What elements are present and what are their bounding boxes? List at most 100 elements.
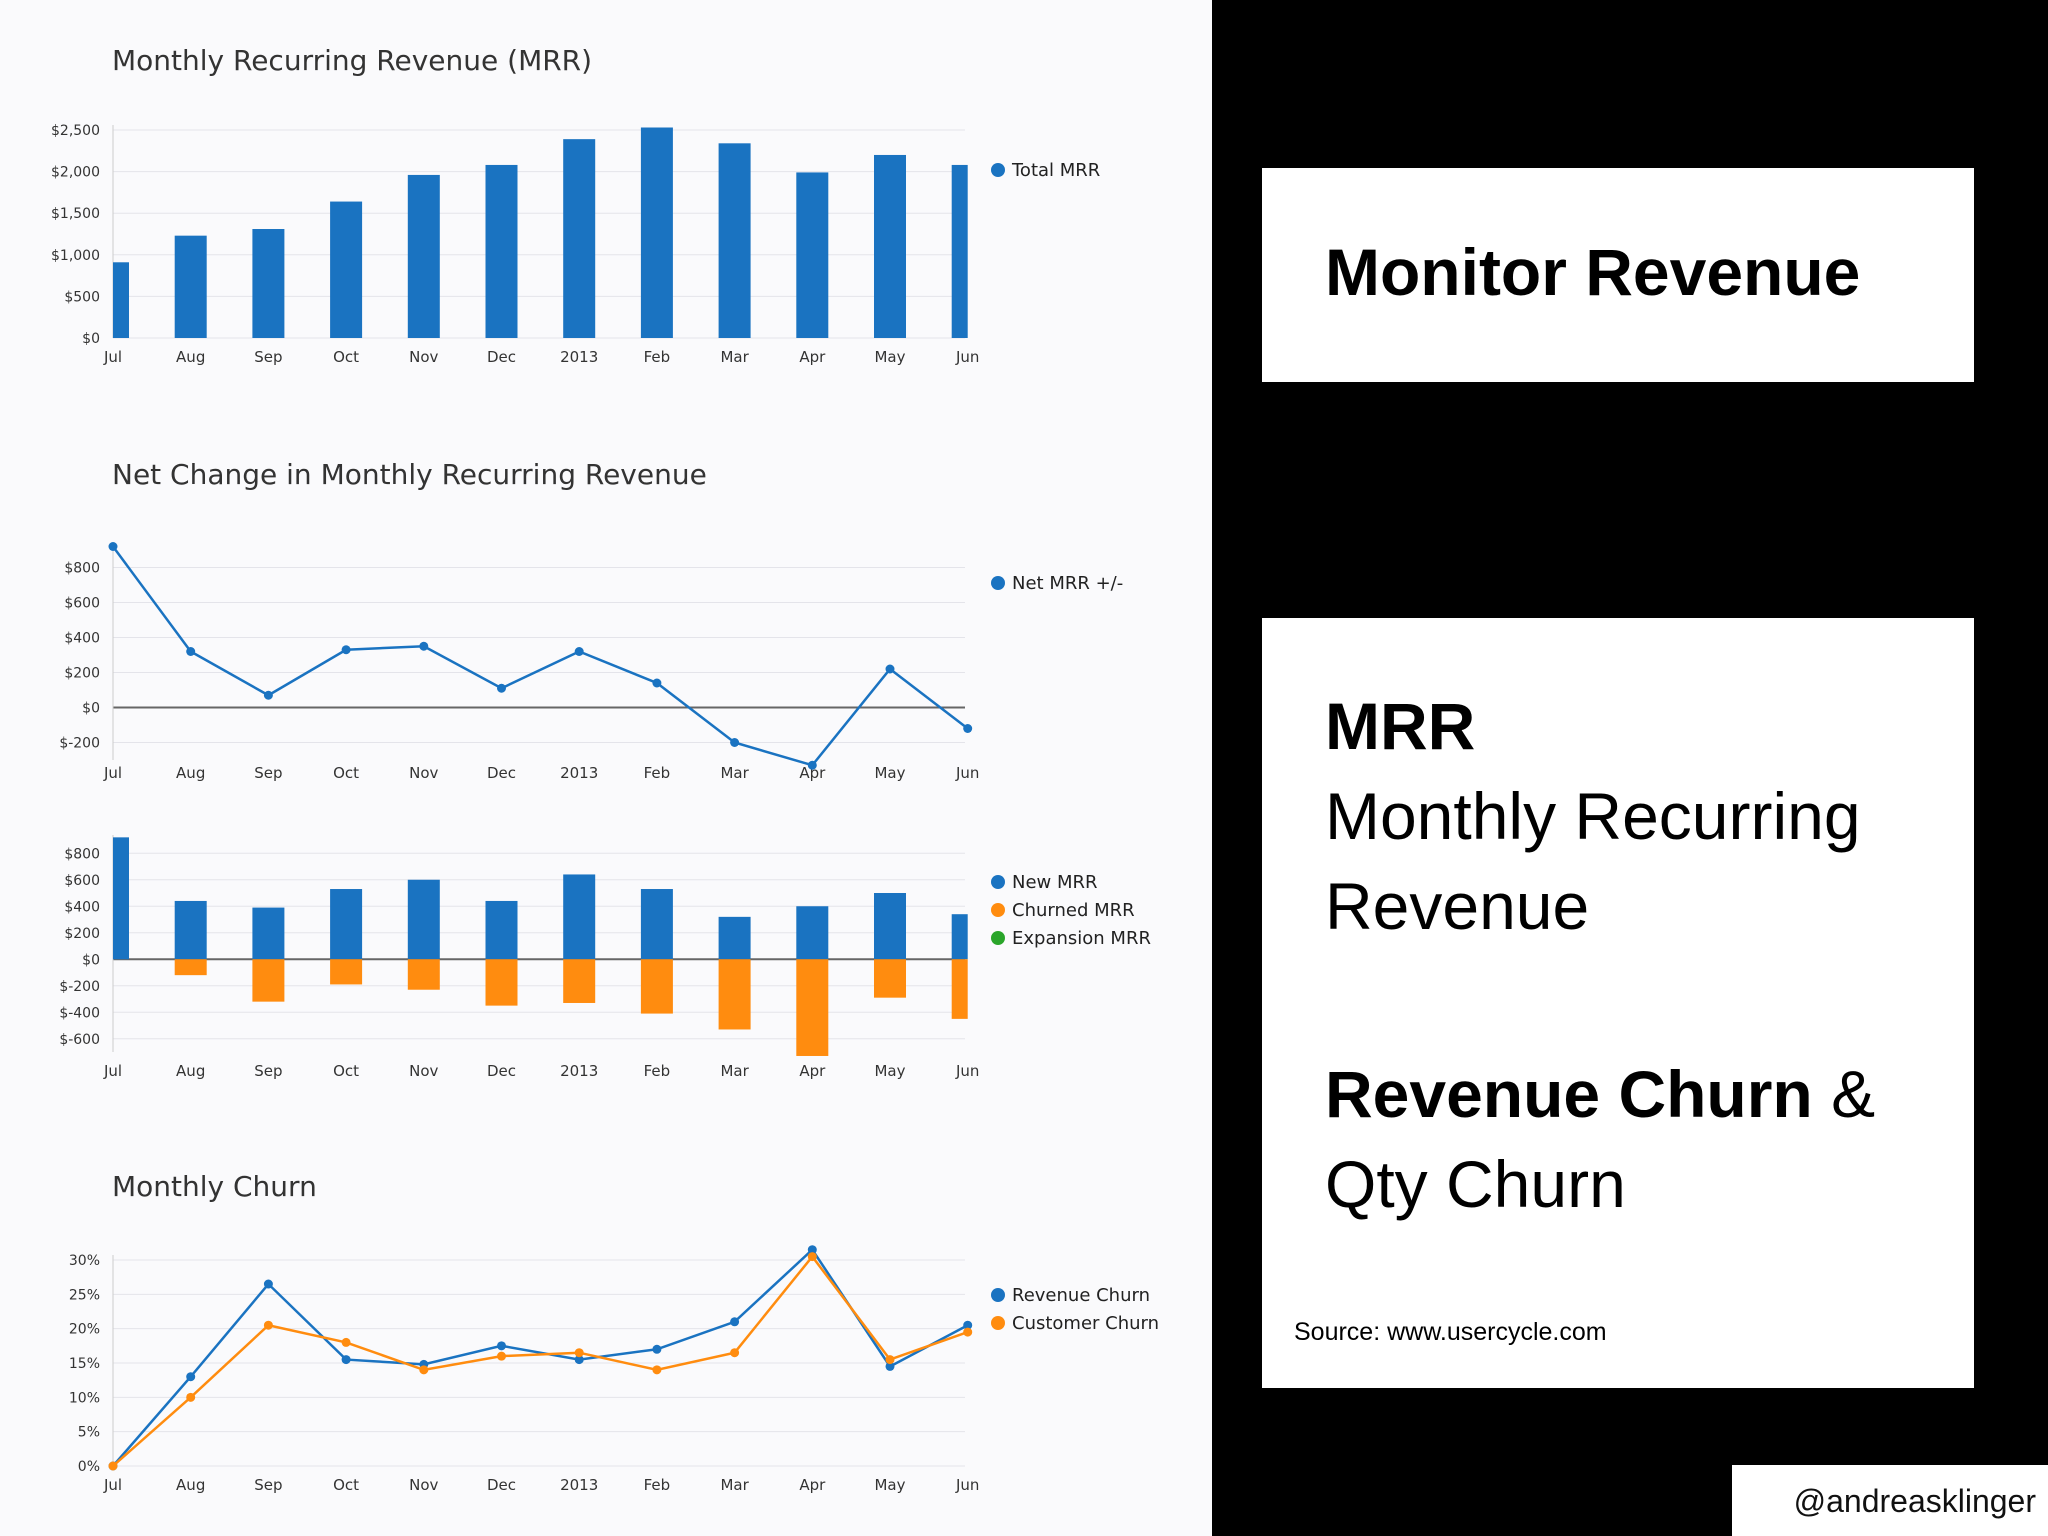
x-tick-label: Nov (409, 348, 438, 366)
bar-churned-mrr (330, 959, 363, 985)
point-customer-churn (652, 1365, 662, 1375)
y-tick-label: 20% (69, 1322, 100, 1338)
mrr-heading: MRR (1325, 689, 1476, 763)
bar-churned-mrr (796, 959, 829, 1056)
y-tick-label: $-200 (59, 979, 100, 995)
bar-total-mrr (796, 172, 829, 338)
bar-new-mrr (174, 900, 207, 960)
y-tick-label: $2,000 (51, 165, 100, 181)
monitor-revenue-title: Monitor Revenue (1325, 235, 1861, 309)
legend-marker (991, 875, 1005, 889)
x-tick-label: May (874, 1062, 905, 1080)
y-tick-label: $800 (64, 561, 100, 577)
x-tick-label: Aug (176, 1062, 205, 1080)
x-tick-label: May (874, 764, 905, 782)
x-tick-label: Nov (409, 1476, 438, 1494)
y-tick-label: $200 (64, 666, 100, 682)
x-tick-label: Nov (409, 1062, 438, 1080)
point-net-mrr- (419, 641, 429, 651)
point-net-mrr- (730, 738, 740, 747)
legend-label: Total MRR (1011, 160, 1100, 181)
x-tick-label: Jul (103, 1476, 122, 1494)
y-tick-label: $600 (64, 873, 100, 889)
mrr-description-line2: Revenue (1325, 869, 1590, 943)
line-customer-churn (112, 1254, 969, 1467)
x-tick-label: Feb (644, 1062, 671, 1080)
x-tick-label: 2013 (560, 1476, 598, 1494)
y-tick-label: $-400 (59, 1005, 100, 1021)
x-tick-label: 2013 (560, 764, 598, 782)
legend-label: Customer Churn (1012, 1313, 1159, 1334)
y-tick-label: $800 (64, 846, 100, 862)
bar-churned-mrr (718, 959, 751, 1030)
y-tick-label: $-200 (59, 736, 100, 752)
bar-new-mrr (718, 916, 751, 960)
bar-total-mrr (563, 139, 596, 338)
monitor-revenue-card: Monitor Revenue (1262, 168, 1974, 382)
legend-marker (991, 1316, 1005, 1330)
x-tick-label: Feb (644, 1476, 671, 1494)
y-tick-label: $-600 (59, 1032, 100, 1048)
net-change-chart-title: Net Change in Monthly Recurring Revenue (112, 458, 707, 491)
point-revenue-churn (574, 1355, 584, 1365)
legend-label: Churned MRR (1012, 900, 1135, 921)
legend-marker (991, 931, 1005, 945)
bar-total-mrr (951, 164, 968, 338)
bar-total-mrr (718, 143, 751, 338)
point-customer-churn (574, 1348, 584, 1358)
point-customer-churn (963, 1327, 973, 1337)
x-tick-label: May (874, 1476, 905, 1494)
point-customer-churn (419, 1365, 429, 1375)
x-tick-label: Feb (644, 764, 671, 782)
x-tick-label: Mar (720, 1476, 749, 1494)
qty-churn-line: Qty Churn (1325, 1147, 1626, 1221)
legend-marker (991, 576, 1005, 590)
point-customer-churn (186, 1392, 196, 1402)
point-net-mrr- (652, 678, 662, 688)
legend-marker (991, 903, 1005, 917)
line-revenue-churn (112, 1247, 969, 1467)
bar-total-mrr (874, 154, 906, 338)
x-tick-label: Aug (176, 1476, 205, 1494)
legend-marker (991, 1288, 1005, 1302)
y-tick-label: $500 (64, 289, 100, 305)
bar-new-mrr (485, 900, 518, 960)
x-tick-label: Apr (799, 1062, 826, 1080)
bar-new-mrr (407, 879, 440, 960)
x-tick-label: Oct (333, 764, 359, 782)
point-customer-churn (341, 1337, 351, 1347)
credit-box: @andreasklinger (1732, 1465, 2048, 1536)
y-tick-label: $0 (82, 701, 100, 717)
bar-new-mrr (951, 914, 968, 960)
bar-churned-mrr (407, 959, 440, 990)
mrr-description-line1: Monthly Recurring (1325, 779, 1861, 853)
metrics-card: MRR Monthly Recurring Revenue Revenue Ch… (1262, 618, 1974, 1388)
x-tick-label: 2013 (560, 348, 598, 366)
churn-line-chart: 30% 25% 20% 15% 10% 5% 0%Jul Aug Sep Oct Nov Dec 201… (69, 1245, 1159, 1494)
y-tick-label: 15% (69, 1356, 100, 1372)
x-tick-label: Jun (955, 764, 979, 782)
point-revenue-churn (186, 1372, 196, 1382)
bar-new-mrr (640, 889, 673, 960)
point-revenue-churn (341, 1355, 351, 1365)
legend-label: Revenue Churn (1012, 1285, 1150, 1306)
x-tick-label: Feb (644, 348, 671, 366)
point-revenue-churn (652, 1344, 662, 1354)
point-revenue-churn (885, 1361, 895, 1371)
churn-chart-title: Monthly Churn (112, 1170, 317, 1203)
point-revenue-churn (730, 1317, 740, 1327)
x-tick-label: Jun (955, 348, 979, 366)
x-tick-label: Jul (103, 764, 122, 782)
x-tick-label: Mar (720, 764, 749, 782)
x-tick-label: Jul (103, 348, 122, 366)
point-net-mrr- (108, 542, 118, 551)
x-tick-label: Dec (487, 764, 516, 782)
x-tick-label: Dec (487, 1062, 516, 1080)
point-revenue-churn (807, 1245, 817, 1255)
point-revenue-churn (963, 1320, 973, 1330)
legend-label: Net MRR +/- (1012, 573, 1123, 594)
x-tick-label: Dec (487, 348, 516, 366)
ampersand: & (1812, 1057, 1876, 1131)
